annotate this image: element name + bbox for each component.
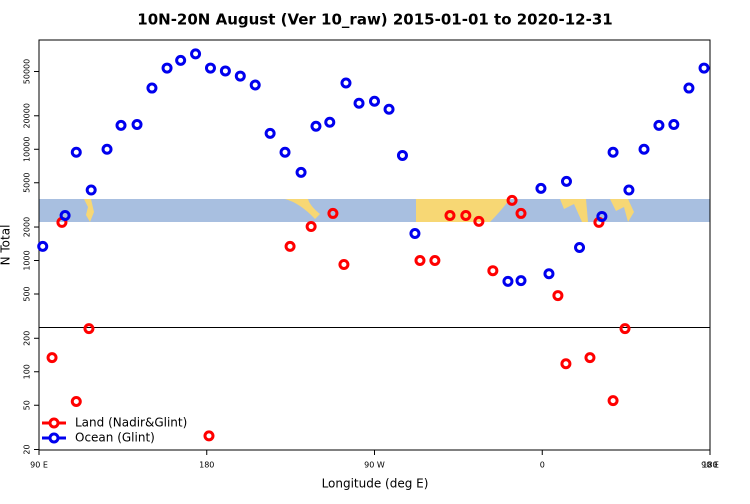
point <box>305 221 317 233</box>
point <box>131 118 143 130</box>
y-tick-label: 100 <box>23 364 32 379</box>
point <box>234 70 246 82</box>
point <box>264 127 276 139</box>
point <box>284 240 296 252</box>
y-tick-label: 2000 <box>23 217 32 237</box>
point <box>506 194 518 206</box>
point <box>369 95 380 107</box>
point <box>37 240 49 252</box>
point <box>219 65 231 77</box>
point <box>638 143 650 155</box>
point <box>560 358 572 370</box>
point <box>327 207 339 219</box>
y-tick-label: 1000 <box>23 250 32 270</box>
legend-label: Ocean (Glint) <box>75 431 155 445</box>
point <box>607 395 619 407</box>
point <box>668 118 680 130</box>
point <box>444 209 456 221</box>
point <box>338 259 350 271</box>
point <box>146 82 158 94</box>
point <box>683 82 695 94</box>
legend-marker <box>48 432 60 444</box>
point <box>83 323 95 335</box>
point <box>502 275 514 287</box>
x-tick-label: 90 W <box>364 461 385 470</box>
point <box>70 396 82 408</box>
point <box>698 62 710 74</box>
point <box>175 54 187 66</box>
point <box>46 352 58 364</box>
point <box>190 48 202 60</box>
point <box>203 430 215 442</box>
point <box>535 182 547 194</box>
point <box>396 149 408 161</box>
x-tick-label: 0 <box>540 461 545 470</box>
point <box>487 265 499 277</box>
point <box>204 62 216 74</box>
point <box>429 255 441 267</box>
point <box>59 209 71 221</box>
point <box>460 209 472 221</box>
point <box>619 323 631 335</box>
point <box>115 119 127 131</box>
point <box>161 62 173 74</box>
point <box>543 268 555 280</box>
point <box>653 119 665 131</box>
point <box>295 166 307 178</box>
point <box>473 215 485 227</box>
point <box>310 120 322 132</box>
plot-frame <box>38 39 711 451</box>
x-tick-label: 180 <box>702 461 717 470</box>
point <box>515 207 527 219</box>
y-tick-label: 5000 <box>23 173 32 193</box>
point <box>623 184 635 196</box>
chart-title: 10N-20N August (Ver 10_raw) 2015-01-01 t… <box>137 11 612 29</box>
y-tick-label: 20000 <box>23 103 32 128</box>
point <box>383 103 395 115</box>
y-tick-label: 50000 <box>23 59 32 84</box>
x-tick-label: 180 <box>199 461 214 470</box>
point <box>340 77 352 89</box>
legend-label: Land (Nadir&Glint) <box>75 416 187 430</box>
legend-marker <box>48 417 60 429</box>
point <box>560 175 572 187</box>
point <box>414 255 426 267</box>
x-tick-label: 90 E <box>701 461 719 470</box>
point <box>596 210 608 222</box>
y-tick-label: 10000 <box>23 137 32 162</box>
y-tick-label: 50 <box>23 400 32 410</box>
map-band <box>39 199 710 222</box>
point <box>70 146 82 158</box>
point <box>409 227 421 239</box>
y-axis-label: N Total <box>0 225 13 266</box>
point <box>249 79 261 91</box>
y-tick-label: 200 <box>23 331 32 346</box>
y-tick-label: 20 <box>23 444 32 454</box>
point <box>552 290 564 302</box>
point <box>607 146 619 158</box>
point <box>584 352 596 364</box>
y-tick-label: 500 <box>23 286 32 301</box>
point <box>353 97 365 109</box>
x-axis-label: Longitude (deg E) <box>322 477 429 491</box>
point <box>515 275 527 287</box>
point <box>279 146 291 158</box>
point <box>85 184 97 196</box>
point <box>101 143 113 155</box>
x-tick-label: 90 E <box>30 461 48 470</box>
point <box>574 241 586 253</box>
point <box>324 116 336 128</box>
